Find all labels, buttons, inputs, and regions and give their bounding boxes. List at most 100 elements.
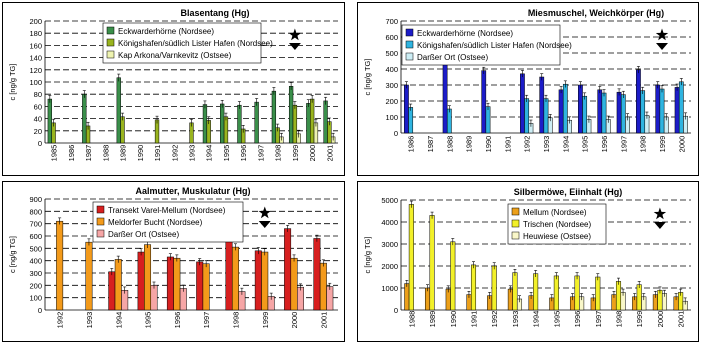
- x-tick-label: 1992: [523, 136, 532, 153]
- bar: [288, 86, 294, 144]
- panel-silbermoewe: Silbermöwe, Eiinhalt (Hg) 0 1000 2000 3000 40…: [357, 181, 699, 342]
- y-tick-label: 60: [34, 102, 42, 111]
- y-tick-label: 4000: [381, 218, 398, 227]
- bar: [220, 103, 225, 144]
- x-tick-label: 2000: [677, 136, 686, 153]
- chart-title: Miesmuschel, Weichkörper (Hg): [528, 8, 664, 18]
- legend-box: [401, 24, 561, 66]
- x-tick-label: 1988: [445, 136, 454, 153]
- legend-swatch: [405, 52, 414, 61]
- legend-box: [92, 201, 244, 243]
- bar: [659, 88, 665, 134]
- bar: [678, 81, 684, 134]
- bar: [173, 257, 181, 311]
- bar: [254, 250, 262, 311]
- y-tick-label: 600: [29, 232, 42, 241]
- bar: [636, 69, 641, 134]
- y-tick-label: 300: [29, 269, 42, 278]
- bar: [616, 91, 622, 134]
- x-tick-label: 1988: [407, 311, 416, 328]
- bar: [574, 275, 580, 311]
- x-tick-label: 1987: [84, 145, 93, 162]
- x-tick-label: 1988: [101, 145, 110, 162]
- bar: [533, 273, 539, 311]
- marker-star-icon: [288, 28, 302, 41]
- legend-swatch: [96, 229, 105, 238]
- legend-swatch: [96, 217, 105, 226]
- y-tick-label: 500: [29, 244, 42, 253]
- y-tick-label: 100: [29, 294, 42, 303]
- x-tick-label: 2001: [319, 312, 328, 329]
- bar: [520, 73, 525, 134]
- x-tick-label: 1992: [170, 145, 179, 162]
- x-tick-label: 1986: [67, 145, 76, 162]
- bar: [615, 281, 622, 311]
- bar: [292, 104, 298, 144]
- x-tick-label: 1996: [239, 145, 248, 162]
- bar: [429, 215, 435, 311]
- x-tick-label: 1995: [222, 145, 231, 162]
- bar: [120, 116, 125, 144]
- y-tick-label: 40: [34, 115, 42, 124]
- bar: [108, 271, 116, 311]
- bar: [196, 261, 204, 311]
- x-tick-label: 1993: [85, 312, 94, 329]
- y-tick-label: 160: [29, 41, 42, 50]
- bar: [271, 90, 277, 144]
- bar: [674, 87, 680, 134]
- x-tick-label: 1998: [231, 312, 240, 329]
- legend-label: Eckwarderhörne (Nordsee): [417, 29, 513, 38]
- bar: [82, 93, 87, 144]
- x-tick-label: 1992: [56, 312, 65, 329]
- x-tick-label: 1997: [256, 145, 265, 162]
- marker-arrow-icon: [288, 43, 301, 50]
- bar: [144, 244, 152, 311]
- bar: [553, 275, 559, 311]
- y-tick-label: 140: [29, 54, 42, 63]
- bar: [202, 263, 210, 311]
- y-tick-label: 200: [29, 281, 42, 290]
- bar: [56, 220, 64, 311]
- marker-arrow-icon: [258, 221, 271, 228]
- legend-label: Königshafen/südlich Lister Hafen (Nordse…: [118, 39, 273, 48]
- legend-box: [102, 22, 262, 64]
- legend-box: [507, 203, 607, 245]
- legend-label: Heuwiese (Ostsee): [523, 232, 591, 241]
- bar: [470, 264, 477, 311]
- x-tick-label: 1990: [484, 136, 493, 153]
- bar: [290, 257, 298, 311]
- x-tick-label: 1999: [658, 136, 667, 153]
- y-tick-label: 0: [394, 129, 398, 138]
- y-tick-label: 500: [385, 49, 398, 58]
- legend-label: Eckwarderhörne (Nordsee): [118, 27, 214, 36]
- bar: [319, 262, 327, 311]
- bar: [116, 77, 121, 144]
- legend-label: Mellum (Nordsee): [523, 208, 587, 217]
- legend-label: Kap Arkona/Varnkevitz (Ostsee): [118, 51, 232, 60]
- chart-silbermoewe: Silbermöwe, Eiinhalt (Hg) 0 1000 2000 3000 40…: [363, 187, 691, 328]
- bar: [543, 98, 549, 134]
- y-tick-label: 100: [29, 78, 42, 87]
- bar: [310, 98, 315, 144]
- chart-miesmuschel: Miesmuschel, Weichkörper (Hg) 0 100 200 300 4…: [363, 8, 691, 153]
- legend-label: Transekt Varel-Mellum (Nordsee): [108, 206, 226, 215]
- chart-blasentang: Blasentang (Hg) 0 20 40 60 80 100 120 140 160 180 2…: [8, 8, 338, 162]
- panel-aalmutter: Aalmutter, Muskulatur (Hg) 0 100 200 300 400 5…: [2, 181, 345, 342]
- x-tick-label: 1998: [615, 311, 624, 328]
- x-tick-label: 1997: [594, 311, 603, 328]
- x-tick-label: 2001: [325, 145, 334, 162]
- bar: [137, 251, 145, 311]
- legend-label: Königshafen/südlich Lister Hafen (Nordse…: [417, 41, 572, 50]
- x-tick-label: 2000: [308, 145, 317, 162]
- bar: [512, 272, 518, 311]
- y-axis-label: c [ng/g TG]: [8, 64, 17, 101]
- legend-swatch: [106, 26, 115, 35]
- x-tick-label: 1991: [153, 145, 162, 162]
- bar: [404, 283, 410, 311]
- bar: [225, 236, 233, 311]
- bar: [223, 116, 229, 144]
- y-axis-label: c [ng/g TG]: [8, 236, 17, 273]
- chart-title: Aalmutter, Muskulatur (Hg): [135, 186, 250, 196]
- x-tick-label: 1989: [465, 136, 474, 153]
- x-tick-label: 1994: [114, 312, 123, 329]
